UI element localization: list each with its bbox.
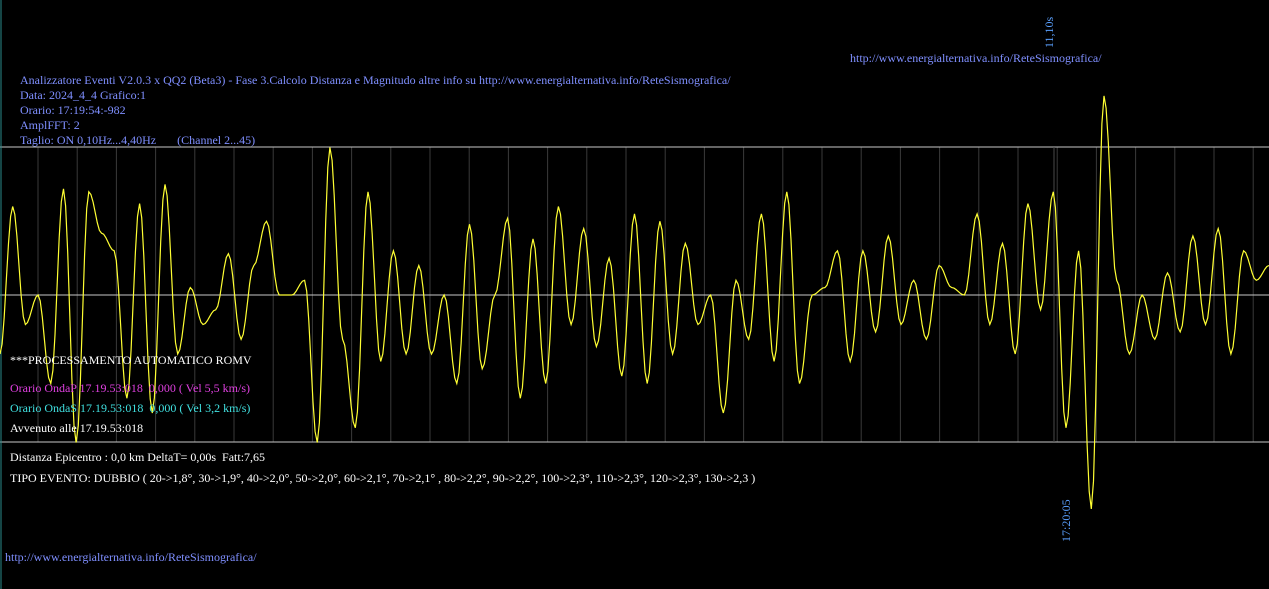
bottom-url[interactable]: http://www.energialternativa.info/ReteSi… — [5, 550, 257, 564]
top-url[interactable]: http://www.energialternativa.info/ReteSi… — [850, 51, 1102, 65]
date-line: Data: 2024_4_4 Grafico:1 — [20, 88, 146, 102]
time-line: Orario: 17:19:54:-982 — [20, 103, 126, 117]
ampl-line: AmplFFT: 2 — [20, 118, 80, 132]
wave-s-line: Orario OndaS 17.19.53:018 0,000 ( Vel 3,… — [10, 401, 251, 415]
wave-p-line: Orario OndaP 17.19.53:018 0,000 ( Vel 5,… — [10, 381, 250, 395]
cut-line: Taglio: ON 0,10Hz...4,40Hz (Channel 2...… — [20, 133, 256, 147]
bottom-time-marker-label: 17:20:05 — [1059, 499, 1073, 542]
processing-title: ***PROCESSAMENTO AUTOMATICO ROMV — [10, 353, 252, 367]
distance-line: Distanza Epicentro : 0,0 km DeltaT= 0,00… — [10, 450, 266, 464]
seismic-trace — [0, 95, 1269, 509]
occurred-line: Avvenuto alle 17.19.53:018 — [10, 421, 144, 435]
app-title: Analizzatore Eventi V2.0.3 x QQ2 (Beta3)… — [20, 73, 731, 87]
top-time-marker-label: 11,10s — [1042, 16, 1056, 48]
event-type-line: TIPO EVENTO: DUBBIO ( 20->1,8°, 30->1,9°… — [10, 471, 756, 485]
